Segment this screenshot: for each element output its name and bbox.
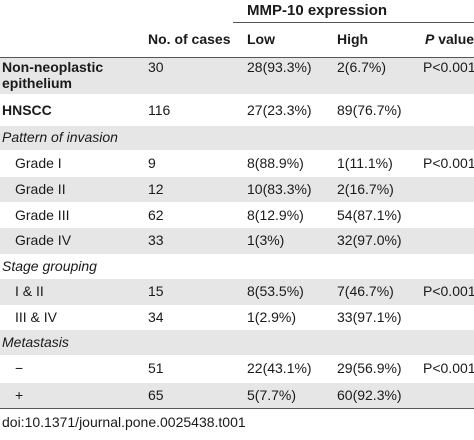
cell-high: 29(56.9%)	[337, 360, 402, 376]
table-row: Grade III 62 8(12.9%) 54(87.1%)	[0, 202, 474, 228]
table-row: I & II 15 8(53.5%) 7(46.7%) P<0.001	[0, 279, 474, 305]
section-row: Metastasis	[0, 330, 474, 355]
row-label: Grade II	[15, 181, 66, 197]
table-row: Non-neoplastic epithelium 30 28(93.3%) 2…	[0, 58, 474, 94]
cell-high: 89(76.7%)	[337, 102, 402, 118]
row-label: HNSCC	[2, 102, 52, 118]
col-header-p-value: P value	[425, 31, 474, 48]
col-header-high: High	[337, 31, 369, 47]
cell-cases: 62	[148, 207, 164, 223]
row-label: −	[15, 360, 24, 376]
row-label: I & II	[15, 283, 44, 299]
cell-high: 2(6.7%)	[337, 59, 387, 75]
group-header-mmp10: MMP-10 expression	[247, 2, 388, 19]
cell-low: 8(53.5%)	[247, 283, 304, 299]
section-label-metastasis: Metastasis	[2, 334, 69, 350]
row-label: Grade I	[15, 155, 62, 171]
row-label: +	[15, 387, 24, 403]
table-header: MMP-10 expression No. of cases Low High …	[0, 0, 474, 57]
doi-caption: doi:10.1371/journal.pone.0025438.t001	[2, 414, 246, 430]
cell-high: 7(46.7%)	[337, 283, 394, 299]
cell-high: 54(87.1%)	[337, 207, 402, 223]
col-header-p-italic: P	[425, 31, 435, 47]
cell-low: 1(3%)	[247, 232, 285, 248]
section-label-pattern-of-invasion: Pattern of invasion	[2, 129, 118, 145]
row-label: Grade III	[15, 207, 70, 223]
table-row: HNSCC 116 27(23.3%) 89(76.7%)	[0, 94, 474, 126]
cell-p-value: P<0.001	[423, 360, 474, 376]
col-header-p-rest: value	[434, 31, 474, 47]
cell-p-value: P<0.001	[423, 155, 474, 171]
cell-low: 27(23.3%)	[247, 102, 312, 118]
cell-low: 1(2.9%)	[247, 309, 297, 325]
section-label-stage-grouping: Stage grouping	[2, 258, 97, 274]
cell-low: 8(88.9%)	[247, 155, 304, 171]
section-row: Pattern of invasion	[0, 126, 474, 150]
cell-low: 10(83.3%)	[247, 181, 312, 197]
cell-low: 28(93.3%)	[247, 59, 312, 75]
cell-cases: 33	[148, 232, 164, 248]
header-rule	[0, 57, 474, 58]
cell-cases: 34	[148, 309, 164, 325]
cell-high: 1(11.1%)	[337, 155, 393, 171]
row-label: Grade IV	[15, 232, 72, 248]
cell-high: 60(92.3%)	[337, 387, 402, 403]
cell-high: 32(97.0%)	[337, 232, 402, 248]
row-label-line1: Non-neoplastic	[2, 59, 104, 75]
table-row: − 51 22(43.1%) 29(56.9%) P<0.001	[0, 355, 474, 383]
row-label: III & IV	[15, 309, 58, 325]
section-row: Stage grouping	[0, 254, 474, 279]
col-header-low: Low	[247, 31, 275, 47]
cell-cases: 51	[148, 360, 164, 376]
table-row: + 65 5(7.7%) 60(92.3%)	[0, 383, 474, 408]
cell-cases: 12	[148, 181, 164, 197]
table-row: Grade IV 33 1(3%) 32(97.0%)	[0, 228, 474, 254]
table-row: III & IV 34 1(2.9%) 33(97.1%)	[0, 305, 474, 330]
cell-cases: 15	[148, 283, 164, 299]
cell-low: 5(7.7%)	[247, 387, 297, 403]
col-header-cases: No. of cases	[148, 31, 231, 47]
cell-high: 33(97.1%)	[337, 309, 402, 325]
table-row: Grade II 12 10(83.3%) 2(16.7%)	[0, 177, 474, 202]
row-label-line2: epithelium	[2, 75, 73, 91]
cell-high: 2(16.7%)	[337, 181, 394, 197]
cell-p-value: P<0.001	[423, 283, 474, 299]
cell-p-value: P<0.001	[423, 59, 474, 75]
table-row: Grade I 9 8(88.9%) 1(11.1%) P<0.001	[0, 150, 474, 177]
cell-cases: 116	[148, 102, 171, 118]
bottom-rule	[0, 408, 474, 409]
cell-cases: 65	[148, 387, 164, 403]
cell-low: 8(12.9%)	[247, 207, 304, 223]
cell-cases: 30	[148, 59, 164, 75]
group-header-rule	[233, 22, 474, 23]
cell-low: 22(43.1%)	[247, 360, 312, 376]
cell-cases: 9	[148, 155, 156, 171]
